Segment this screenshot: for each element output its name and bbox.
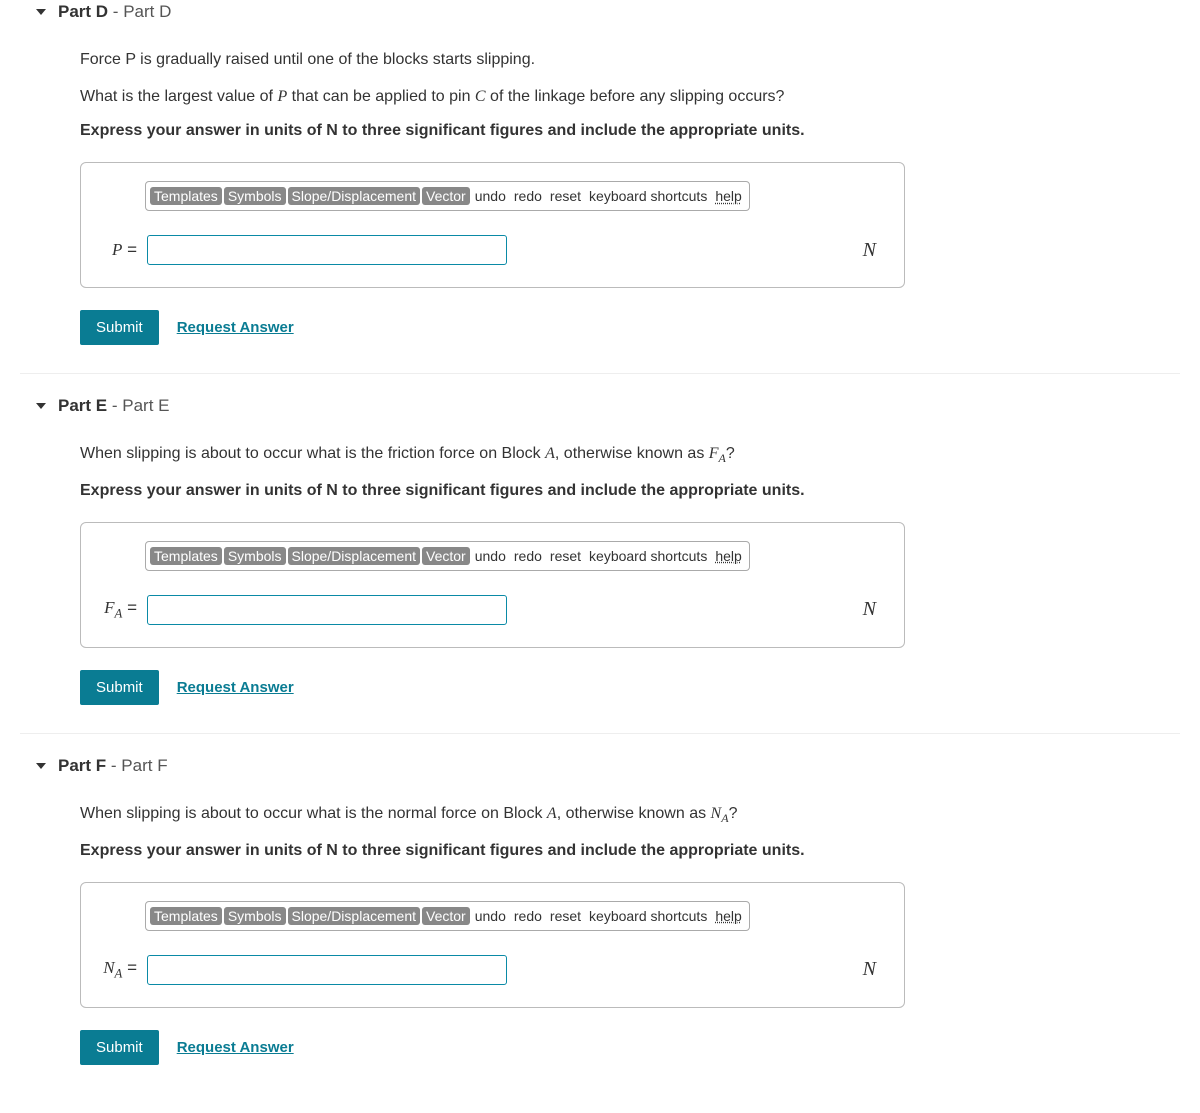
caret-down-icon xyxy=(36,9,46,15)
request-answer-link[interactable]: Request Answer xyxy=(177,1039,294,1056)
redo-button[interactable]: redo xyxy=(511,908,545,924)
part-d-unit: N xyxy=(863,239,876,262)
part-e-header[interactable]: Part E - Part E xyxy=(20,388,1180,424)
part-d-title-reg: Part D xyxy=(123,2,171,21)
part-e-hint: Express your answer in units of N to thr… xyxy=(80,482,1180,500)
part-f-var-label: NA = xyxy=(95,958,139,981)
part-d-var-label: P = xyxy=(95,240,139,260)
part-e-var-label: FA = xyxy=(95,598,139,621)
part-f-title-sep: - xyxy=(106,756,121,775)
part-f-header[interactable]: Part F - Part F xyxy=(20,748,1180,784)
submit-button[interactable]: Submit xyxy=(80,1030,159,1065)
part-e-title-sep: - xyxy=(107,396,122,415)
part-e-section: Part E - Part E When slipping is about t… xyxy=(20,388,1180,705)
templates-button[interactable]: Templates xyxy=(150,187,222,205)
part-f-unit: N xyxy=(863,958,876,981)
editor-toolbar: Templates Symbols Slope/Displacement Vec… xyxy=(145,541,750,571)
part-f-text-1: When slipping is about to occur what is … xyxy=(80,802,1180,828)
slope-displacement-button[interactable]: Slope/Displacement xyxy=(288,907,421,925)
caret-down-icon xyxy=(36,763,46,769)
part-f-answer-input[interactable] xyxy=(147,955,507,985)
part-d-title-sep: - xyxy=(108,2,123,21)
undo-button[interactable]: undo xyxy=(472,548,509,564)
help-button[interactable]: help xyxy=(712,188,744,204)
vector-button[interactable]: Vector xyxy=(422,187,470,205)
redo-button[interactable]: redo xyxy=(511,548,545,564)
part-e-text-1: When slipping is about to occur what is … xyxy=(80,442,1180,468)
slope-displacement-button[interactable]: Slope/Displacement xyxy=(288,187,421,205)
part-f-title-bold: Part F xyxy=(58,756,106,775)
help-button[interactable]: help xyxy=(712,548,744,564)
vector-button[interactable]: Vector xyxy=(422,547,470,565)
part-d-section: Part D - Part D Force P is gradually rai… xyxy=(20,0,1180,345)
part-d-answer-input[interactable] xyxy=(147,235,507,265)
part-d-text-1: Force P is gradually raised until one of… xyxy=(80,48,1180,71)
editor-toolbar: Templates Symbols Slope/Displacement Vec… xyxy=(145,901,750,931)
submit-button[interactable]: Submit xyxy=(80,310,159,345)
symbols-button[interactable]: Symbols xyxy=(224,547,286,565)
request-answer-link[interactable]: Request Answer xyxy=(177,679,294,696)
symbols-button[interactable]: Symbols xyxy=(224,187,286,205)
part-d-text-2: What is the largest value of P that can … xyxy=(80,85,1180,108)
caret-down-icon xyxy=(36,403,46,409)
part-d-answer-box: Templates Symbols Slope/Displacement Vec… xyxy=(80,162,905,288)
part-d-title-bold: Part D xyxy=(58,2,108,21)
help-button[interactable]: help xyxy=(712,908,744,924)
vector-button[interactable]: Vector xyxy=(422,907,470,925)
part-e-answer-box: Templates Symbols Slope/Displacement Vec… xyxy=(80,522,905,648)
part-e-unit: N xyxy=(863,598,876,621)
keyboard-shortcuts-button[interactable]: keyboard shortcuts xyxy=(586,188,710,204)
part-e-answer-input[interactable] xyxy=(147,595,507,625)
keyboard-shortcuts-button[interactable]: keyboard shortcuts xyxy=(586,548,710,564)
symbols-button[interactable]: Symbols xyxy=(224,907,286,925)
part-f-hint: Express your answer in units of N to thr… xyxy=(80,842,1180,860)
reset-button[interactable]: reset xyxy=(547,548,584,564)
request-answer-link[interactable]: Request Answer xyxy=(177,319,294,336)
part-d-header[interactable]: Part D - Part D xyxy=(20,0,1180,30)
part-e-title-bold: Part E xyxy=(58,396,107,415)
submit-button[interactable]: Submit xyxy=(80,670,159,705)
undo-button[interactable]: undo xyxy=(472,188,509,204)
keyboard-shortcuts-button[interactable]: keyboard shortcuts xyxy=(586,908,710,924)
part-f-title-reg: Part F xyxy=(121,756,167,775)
undo-button[interactable]: undo xyxy=(472,908,509,924)
reset-button[interactable]: reset xyxy=(547,908,584,924)
redo-button[interactable]: redo xyxy=(511,188,545,204)
reset-button[interactable]: reset xyxy=(547,188,584,204)
part-e-title-reg: Part E xyxy=(122,396,169,415)
part-d-hint: Express your answer in units of N to thr… xyxy=(80,122,1180,140)
slope-displacement-button[interactable]: Slope/Displacement xyxy=(288,547,421,565)
part-f-answer-box: Templates Symbols Slope/Displacement Vec… xyxy=(80,882,905,1008)
part-f-section: Part F - Part F When slipping is about t… xyxy=(20,748,1180,1065)
templates-button[interactable]: Templates xyxy=(150,547,222,565)
editor-toolbar: Templates Symbols Slope/Displacement Vec… xyxy=(145,181,750,211)
templates-button[interactable]: Templates xyxy=(150,907,222,925)
